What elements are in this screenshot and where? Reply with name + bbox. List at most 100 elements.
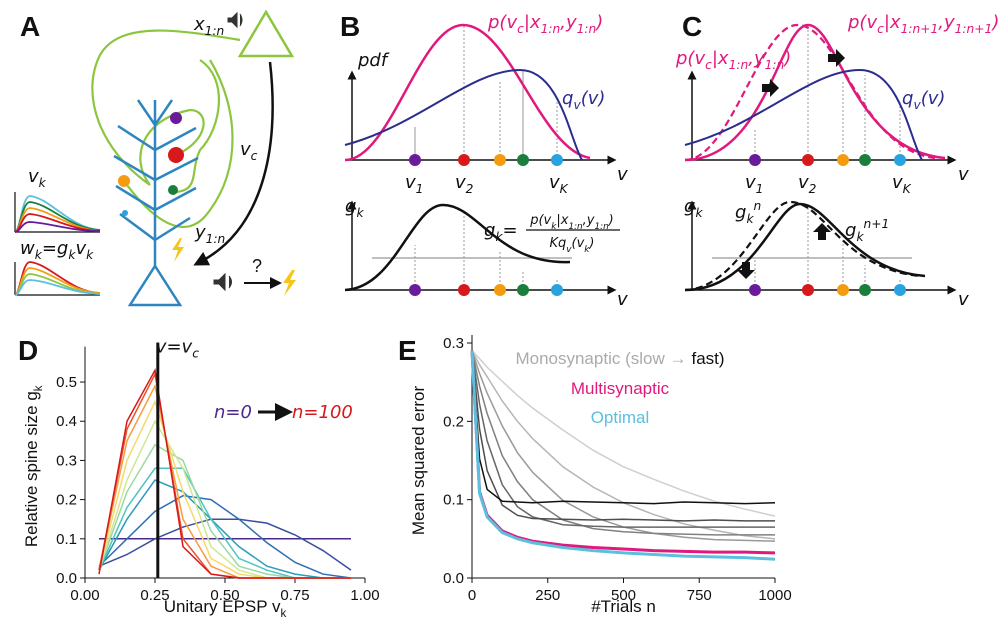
text-part: v bbox=[892, 172, 903, 193]
series-line bbox=[98, 399, 351, 579]
text-part: c bbox=[705, 58, 712, 72]
x-tick-label: 250 bbox=[535, 587, 560, 604]
y-axis-label: Relative spine size gk bbox=[22, 385, 45, 547]
x-tick-label: 500 bbox=[611, 587, 636, 604]
panel-letter: A bbox=[20, 11, 40, 42]
label: vK bbox=[549, 172, 569, 196]
text-part: 2 bbox=[809, 182, 817, 196]
text-part: p(v bbox=[487, 12, 517, 33]
text-part: 1 bbox=[416, 182, 424, 196]
label: wk=gkvk bbox=[20, 238, 94, 262]
chart: E 0.0 0.1 0.2 0.3 0 250 500 750 1000 #Trials n Mean… bbox=[398, 335, 792, 616]
text-part: v bbox=[455, 172, 466, 193]
text-part: |x bbox=[556, 213, 568, 228]
prior-curve bbox=[344, 68, 583, 161]
text-part: 1:n bbox=[594, 222, 608, 232]
text-part: (v) bbox=[581, 88, 606, 109]
axis bbox=[14, 262, 100, 296]
series-line bbox=[471, 350, 775, 536]
series-line bbox=[471, 350, 776, 542]
synapse-dot bbox=[837, 154, 849, 166]
panel-letter: C bbox=[682, 11, 702, 42]
text-part: |x bbox=[884, 12, 901, 33]
trace bbox=[14, 221, 101, 233]
text-part: v bbox=[566, 245, 572, 255]
text-part: k bbox=[695, 206, 703, 220]
text-part: 1:n bbox=[577, 22, 597, 36]
trace bbox=[14, 279, 101, 296]
synapse-dot bbox=[458, 154, 470, 166]
text-part: ,y bbox=[938, 12, 955, 33]
text-part: c bbox=[192, 347, 199, 361]
speaker-icon bbox=[213, 272, 232, 292]
series-line bbox=[470, 350, 776, 561]
x-tick-label: 750 bbox=[687, 587, 712, 604]
synapse-dot bbox=[859, 154, 871, 166]
label: vc bbox=[240, 139, 258, 163]
guide-line bbox=[414, 70, 524, 160]
text-part: k bbox=[551, 222, 557, 232]
x-tick-label: 1.00 bbox=[350, 587, 379, 604]
text-part: n+1 bbox=[864, 217, 890, 231]
label: p(vc|x1:n,y1:n) bbox=[487, 12, 603, 36]
trace bbox=[14, 273, 101, 296]
label: vK bbox=[892, 172, 912, 196]
y-tick-label: 0.2 bbox=[443, 413, 464, 430]
x-axis-label: Unitary EPSP vk bbox=[164, 597, 287, 620]
x-tick-label: 0.00 bbox=[70, 587, 99, 604]
y-tick-label: 0.1 bbox=[443, 492, 464, 509]
text-part: ) bbox=[782, 48, 791, 69]
label: gk= bbox=[484, 220, 518, 244]
y-tick-label: 0.0 bbox=[56, 570, 77, 587]
text-part: k bbox=[281, 608, 287, 620]
text-part: k bbox=[39, 176, 47, 190]
text-part: 1:n+1 bbox=[901, 22, 939, 36]
shift-arrow bbox=[813, 223, 831, 240]
y-tick-label: 0.1 bbox=[56, 531, 77, 548]
y-axis-label: Mean squared error bbox=[409, 386, 428, 536]
label: v bbox=[617, 289, 628, 310]
text-part: c bbox=[251, 149, 258, 163]
legend-entry: Multisynaptic bbox=[571, 379, 670, 398]
text-part: g bbox=[735, 202, 746, 223]
label: v bbox=[958, 289, 969, 310]
text-part: q bbox=[562, 88, 573, 109]
text-part: 1:n bbox=[541, 22, 561, 36]
series-line bbox=[98, 479, 351, 579]
synapse-dot bbox=[517, 284, 529, 296]
text-part: v bbox=[75, 238, 86, 259]
synapse-dot bbox=[859, 284, 871, 296]
synapse-dot bbox=[551, 284, 563, 296]
text-part: c bbox=[877, 22, 884, 36]
label: qv(v) bbox=[902, 88, 945, 112]
text-part: ,y bbox=[748, 48, 765, 69]
synapse-dot bbox=[409, 284, 421, 296]
text-part: g bbox=[684, 196, 695, 217]
text-part: v=v bbox=[156, 337, 193, 358]
panel-c: C p(vc|x1:n,y1:n) p(vc|x1:n+1,y1:n+1) qv… bbox=[675, 11, 999, 310]
text-part: (v bbox=[572, 236, 585, 251]
text-part: Relative spine size g bbox=[22, 391, 41, 547]
synapse-dot bbox=[837, 284, 849, 296]
label: v2 bbox=[455, 172, 474, 196]
x-tick-label: 0 bbox=[468, 587, 476, 604]
legend-text: fast) bbox=[691, 349, 724, 368]
label: v1 bbox=[745, 172, 763, 196]
text-part: p(v bbox=[675, 48, 705, 69]
synapse-dot bbox=[494, 284, 506, 296]
text-part: = bbox=[503, 220, 518, 241]
text-part: w bbox=[20, 238, 35, 259]
synapse bbox=[170, 112, 182, 124]
series-line bbox=[471, 350, 776, 505]
x-tick-label: 0.50 bbox=[210, 587, 239, 604]
panel-b: B pdf p(vc|x1:n,y1:n) qv(v) v1 v2 vK v g… bbox=[340, 11, 628, 310]
text-part: ,y bbox=[583, 213, 595, 228]
text-part: Kq bbox=[550, 236, 567, 251]
text-part: 2 bbox=[466, 182, 474, 196]
text-part: K bbox=[560, 182, 569, 196]
text-part: c bbox=[517, 22, 524, 36]
synapse-dot bbox=[894, 284, 906, 296]
x-tick-label: 0.75 bbox=[280, 587, 309, 604]
text-part: =g bbox=[42, 238, 69, 259]
text-part: v bbox=[240, 139, 251, 160]
